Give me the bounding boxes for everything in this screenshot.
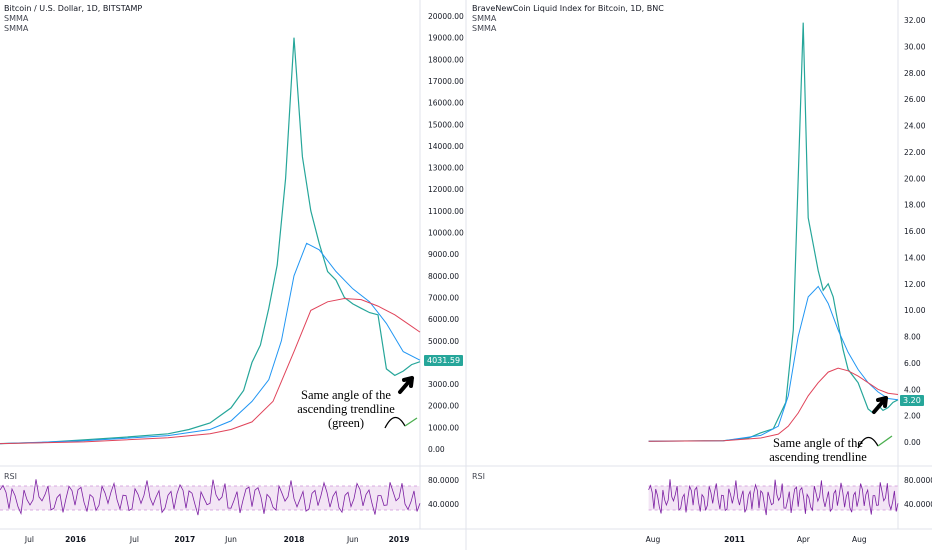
left-y-tick-label: 11000.00: [428, 207, 464, 216]
left-y-tick-label: 1000.00: [428, 423, 459, 432]
left-y-tick-label: 0.00: [428, 445, 445, 454]
left-current-price-tag: 4031.59: [424, 355, 464, 366]
right-x-tick-label: Aug: [852, 535, 867, 544]
left-series-line-2: [0, 242, 421, 445]
right-y-tick-label: 20.00: [904, 174, 926, 183]
right-y-tick-label: 4.00: [904, 385, 921, 394]
left-y-tick-label: 15000.00: [428, 120, 464, 129]
left-x-tick-label: Jul: [129, 535, 139, 544]
right-y-tick-label: 8.00: [904, 333, 921, 342]
left-rsi-tick-label: 80.0000: [428, 476, 459, 485]
left-rsi-tick-label: 40.0000: [428, 500, 459, 509]
right-arrow-icon: [872, 396, 888, 414]
right-x-tick-label: Aug: [646, 535, 661, 544]
left-arrow-icon: [398, 376, 414, 394]
right-chart: 32.00 30.00 28.00 26.00 24.00 22.00 20.00 18.00…: [646, 16, 932, 544]
left-legend: Bitcoin / U.S. Dollar, 1D, BITSTAMP SMMA…: [4, 4, 142, 34]
left-x-tick-label: Jun: [224, 535, 237, 544]
right-rsi-band: [648, 486, 898, 510]
right-y-tick-label: 6.00: [904, 359, 921, 368]
right-annotation: Same angle of the ascending trendline: [748, 436, 888, 464]
right-y-tick-label: 28.00: [904, 69, 926, 78]
right-y-tick-label: 18.00: [904, 201, 926, 210]
right-y-tick-label: 22.00: [904, 148, 926, 157]
right-legend: BraveNewCoin Liquid Index for Bitcoin, 1…: [472, 4, 664, 34]
right-y-tick-label: 10.00: [904, 306, 926, 315]
right-indicator-1: SMMA: [472, 14, 497, 23]
right-series-line-3: [648, 367, 899, 442]
left-annotation-line-1: Same angle of the: [301, 388, 391, 402]
right-y-tick-label: 0.00: [904, 438, 921, 447]
left-rsi-line: [0, 479, 421, 516]
left-y-tick-label: 14000.00: [428, 142, 464, 151]
left-indicator-1: SMMA: [4, 14, 29, 23]
right-curve-icon: [857, 436, 879, 449]
left-y-tick-label: 9000.00: [428, 250, 459, 259]
left-series-line-3: [0, 297, 421, 445]
right-annotation-line-1: Same angle of the: [773, 436, 863, 450]
left-annotation-line-2: ascending trendline: [297, 402, 395, 416]
right-y-tick-label: 26.00: [904, 95, 926, 104]
left-y-tick-label: 12000.00: [428, 185, 464, 194]
left-x-tick-label: Jun: [346, 535, 359, 544]
left-x-tick-label: 2017: [174, 535, 195, 544]
right-series-line-1: [648, 22, 899, 442]
right-annotation-line-2: ascending trendline: [769, 450, 867, 464]
right-x-tick-label: Apr: [797, 535, 811, 544]
left-x-tick-label: 2019: [389, 535, 410, 544]
right-indicator-2: SMMA: [472, 24, 497, 33]
right-x-tick-label: 2011: [724, 535, 745, 544]
left-y-tick-label: 3000.00: [428, 380, 459, 389]
left-y-tick-label: 6000.00: [428, 315, 459, 324]
left-y-tick-label: 7000.00: [428, 293, 459, 302]
right-rsi-label: RSI: [472, 472, 485, 481]
right-y-tick-label: 12.00: [904, 280, 926, 289]
left-y-tick-label: 13000.00: [428, 164, 464, 173]
right-y-tick-label: 2.00: [904, 412, 921, 421]
left-y-tick-label: 10000.00: [428, 229, 464, 238]
left-y-tick-label: 2000.00: [428, 402, 459, 411]
right-series-line-2: [648, 285, 899, 442]
left-y-tick-label: 20000.00: [428, 12, 464, 21]
left-y-tick-label: 5000.00: [428, 337, 459, 346]
left-y-tick-label: 17000.00: [428, 77, 464, 86]
left-green-check-icon: [404, 417, 418, 427]
right-green-check-icon: [877, 435, 893, 447]
left-y-tick-label: 8000.00: [428, 272, 459, 281]
right-current-price-tag: 3.20: [900, 395, 924, 406]
left-annotation: Same angle of the ascending trendline (g…: [276, 388, 416, 430]
left-curve-icon: [384, 416, 406, 429]
left-chart-title: Bitcoin / U.S. Dollar, 1D, BITSTAMP: [4, 4, 143, 13]
right-y-tick-label: 16.00: [904, 227, 926, 236]
right-y-tick-label: 30.00: [904, 42, 926, 51]
left-rsi-label: RSI: [4, 472, 17, 481]
left-y-tick-label: 18000.00: [428, 55, 464, 64]
right-y-tick-label: 14.00: [904, 253, 926, 262]
left-x-tick-label: Jul: [24, 535, 34, 544]
left-annotation-line-3: (green): [327, 416, 365, 430]
right-rsi-tick-label: 40.0000: [904, 500, 932, 509]
left-y-tick-label: 19000.00: [428, 34, 464, 43]
left-series-line-1: [0, 37, 421, 445]
right-rsi-tick-label: 80.0000: [904, 476, 932, 485]
right-y-tick-label: 24.00: [904, 122, 926, 131]
left-indicator-2: SMMA: [4, 24, 29, 33]
right-chart-title: BraveNewCoin Liquid Index for Bitcoin, 1…: [472, 4, 664, 13]
left-y-tick-label: 16000.00: [428, 99, 464, 108]
left-rsi-band: [0, 486, 420, 510]
right-rsi-line: [648, 479, 899, 516]
left-chart: 20000.00 19000.00 18000.00 17000.00 16000.00…: [0, 12, 464, 544]
left-x-tick-label: 2016: [65, 535, 86, 544]
right-y-tick-label: 32.00: [904, 16, 926, 25]
left-x-tick-label: 2018: [284, 535, 305, 544]
